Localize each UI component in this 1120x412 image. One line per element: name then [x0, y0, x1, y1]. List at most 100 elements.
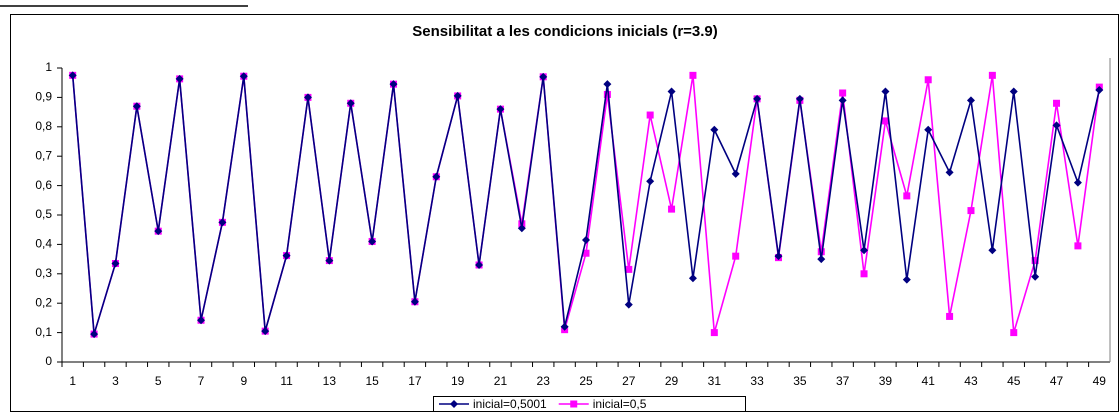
marker	[710, 125, 719, 134]
marker	[239, 72, 248, 81]
y-tick-label: 0	[45, 354, 52, 368]
chart-title: Sensibilitat a les condicions inicials (…	[412, 23, 718, 40]
x-tick-label: 3	[112, 374, 119, 388]
marker	[570, 400, 578, 408]
marker	[539, 72, 548, 81]
marker	[560, 322, 569, 331]
y-tick-label: 1	[45, 60, 52, 74]
x-tick-label: 5	[155, 374, 162, 388]
marker	[860, 270, 868, 278]
y-tick-label: 0,4	[35, 237, 52, 251]
marker	[1010, 329, 1018, 337]
marker	[282, 251, 291, 260]
x-tick-label: 19	[451, 374, 465, 388]
marker	[753, 94, 762, 103]
x-tick-label: 23	[537, 374, 551, 388]
marker	[817, 255, 826, 264]
x-tick-label: 33	[750, 374, 764, 388]
marker	[710, 329, 718, 337]
marker	[1052, 121, 1061, 130]
x-tick-label: 43	[964, 374, 978, 388]
x-tick-label: 35	[793, 374, 807, 388]
marker	[988, 246, 997, 255]
marker	[346, 99, 355, 108]
marker	[111, 259, 120, 268]
y-tick-label: 0,2	[35, 295, 52, 309]
marker	[1031, 272, 1040, 281]
legend-label: inicial=0,5001	[473, 397, 547, 411]
marker	[646, 177, 655, 186]
marker	[966, 96, 975, 105]
marker	[325, 256, 334, 265]
marker	[689, 71, 697, 79]
marker	[218, 218, 227, 227]
marker	[967, 207, 975, 215]
marker	[475, 260, 484, 269]
x-tick-label: 17	[408, 374, 422, 388]
marker	[1053, 99, 1061, 107]
marker	[945, 168, 954, 177]
y-tick-label: 0,1	[35, 325, 52, 339]
marker	[688, 274, 697, 283]
marker	[603, 80, 612, 89]
marker	[582, 235, 590, 244]
marker	[881, 87, 890, 96]
y-tick-label: 0,6	[35, 178, 52, 192]
x-tick-label: 29	[665, 374, 679, 388]
marker	[1031, 257, 1039, 265]
marker	[625, 265, 633, 273]
marker	[924, 76, 932, 84]
marker	[1074, 242, 1082, 250]
marker	[731, 169, 740, 178]
marker	[924, 125, 933, 134]
x-tick-label: 21	[494, 374, 508, 388]
marker	[839, 89, 847, 97]
marker	[860, 246, 869, 255]
x-tick-label: 9	[240, 374, 247, 388]
marker	[68, 71, 77, 80]
x-tick-label: 49	[1093, 374, 1107, 388]
marker	[667, 87, 676, 96]
x-tick-label: 25	[579, 374, 593, 388]
x-tick-label: 39	[879, 374, 893, 388]
marker	[496, 105, 505, 114]
x-tick-label: 45	[1007, 374, 1021, 388]
marker	[389, 80, 398, 89]
marker	[303, 93, 312, 102]
marker	[90, 330, 99, 339]
y-tick-label: 0,3	[35, 266, 52, 280]
marker	[582, 249, 590, 257]
marker	[175, 74, 184, 83]
x-tick-label: 13	[323, 374, 337, 388]
marker	[261, 327, 270, 336]
marker	[668, 205, 676, 213]
marker	[903, 192, 911, 200]
marker	[517, 224, 526, 233]
y-tick-label: 0,7	[35, 148, 52, 162]
marker	[132, 102, 141, 111]
marker	[774, 252, 783, 261]
x-tick-label: 7	[198, 374, 205, 388]
marker	[624, 300, 633, 309]
marker	[732, 252, 740, 260]
x-tick-label: 37	[836, 374, 850, 388]
x-tick-label: 15	[365, 374, 379, 388]
marker	[646, 111, 654, 119]
chart-frame	[10, 14, 1119, 412]
marker	[450, 400, 458, 408]
x-tick-label: 31	[708, 374, 722, 388]
marker	[410, 297, 419, 306]
marker	[881, 117, 889, 125]
x-tick-label: 27	[622, 374, 636, 388]
legend-label: inicial=0,5	[593, 397, 647, 411]
marker	[838, 96, 847, 105]
y-tick-label: 0,9	[35, 90, 52, 104]
marker	[1095, 86, 1104, 95]
marker	[1009, 87, 1018, 96]
marker	[988, 71, 996, 79]
marker	[1073, 178, 1082, 187]
marker	[817, 248, 825, 256]
marker	[197, 316, 206, 325]
x-tick-label: 47	[1050, 374, 1064, 388]
